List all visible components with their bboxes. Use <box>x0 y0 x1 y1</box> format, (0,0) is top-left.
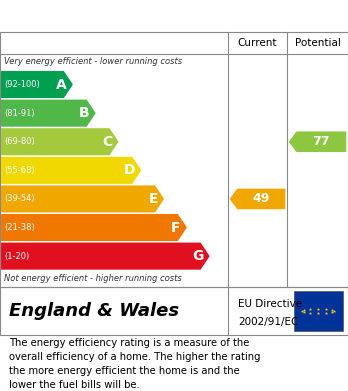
Text: (39-54): (39-54) <box>4 194 35 203</box>
Text: F: F <box>171 221 181 235</box>
Text: 77: 77 <box>312 135 330 148</box>
Text: 2002/91/EC: 2002/91/EC <box>238 317 299 326</box>
Text: C: C <box>102 135 112 149</box>
Text: Very energy efficient - lower running costs: Very energy efficient - lower running co… <box>4 57 182 66</box>
Polygon shape <box>230 188 285 209</box>
Text: Potential: Potential <box>295 38 340 48</box>
Polygon shape <box>1 100 96 127</box>
Text: (21-38): (21-38) <box>4 223 35 232</box>
Text: 49: 49 <box>252 192 270 205</box>
Text: (1-20): (1-20) <box>4 252 30 261</box>
Polygon shape <box>1 185 164 212</box>
Text: (55-68): (55-68) <box>4 166 35 175</box>
Polygon shape <box>289 131 346 152</box>
Text: Energy Efficiency Rating: Energy Efficiency Rating <box>9 9 230 23</box>
Polygon shape <box>1 128 118 155</box>
Text: EU Directive: EU Directive <box>238 299 302 309</box>
Text: Not energy efficient - higher running costs: Not energy efficient - higher running co… <box>4 274 182 283</box>
Text: The energy efficiency rating is a measure of the
overall efficiency of a home. T: The energy efficiency rating is a measur… <box>9 338 260 390</box>
Text: G: G <box>192 249 203 263</box>
Text: (69-80): (69-80) <box>4 137 35 146</box>
Text: (81-91): (81-91) <box>4 109 35 118</box>
Polygon shape <box>1 71 73 98</box>
Polygon shape <box>1 214 187 241</box>
Text: (92-100): (92-100) <box>4 80 40 89</box>
Text: E: E <box>148 192 158 206</box>
Text: B: B <box>79 106 89 120</box>
Polygon shape <box>1 157 141 184</box>
Polygon shape <box>1 242 209 270</box>
Text: A: A <box>56 77 66 91</box>
Text: D: D <box>124 163 135 178</box>
Text: England & Wales: England & Wales <box>9 302 179 320</box>
Text: Current: Current <box>238 38 277 48</box>
FancyBboxPatch shape <box>294 291 343 331</box>
